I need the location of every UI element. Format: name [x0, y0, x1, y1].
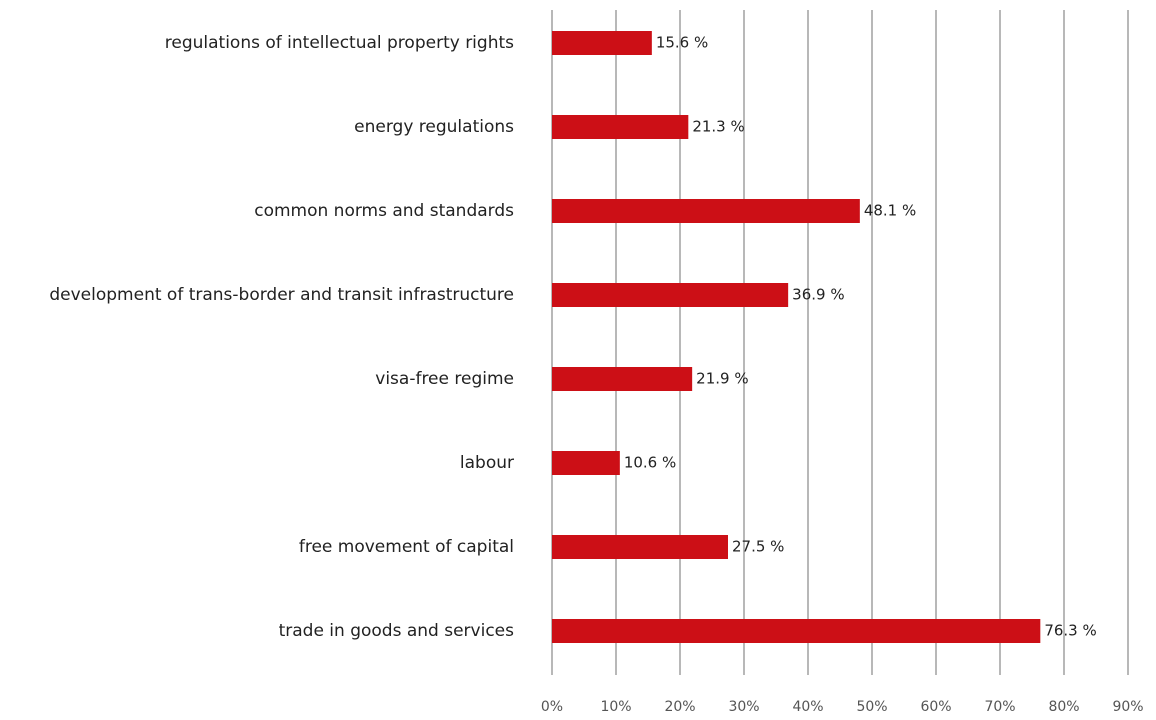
x-tick-label: 10% — [600, 699, 631, 715]
value-label: 76.3 % — [1044, 622, 1096, 640]
x-tick-label: 80% — [1048, 699, 1079, 715]
value-label: 36.9 % — [792, 286, 844, 304]
value-label: 27.5 % — [732, 538, 784, 556]
x-tick-label: 60% — [920, 699, 951, 715]
category-label: labour — [460, 453, 514, 473]
x-tick-label: 30% — [728, 699, 759, 715]
category-label: regulations of intellectual property rig… — [165, 33, 514, 53]
x-tick-label: 70% — [984, 699, 1015, 715]
x-tick-label: 20% — [664, 699, 695, 715]
value-label: 21.3 % — [692, 118, 744, 136]
category-label: free movement of capital — [299, 537, 514, 557]
category-label: trade in goods and services — [279, 621, 515, 641]
value-label: 15.6 % — [656, 34, 708, 52]
category-label: common norms and standards — [254, 201, 514, 221]
x-tick-label: 50% — [856, 699, 887, 715]
value-label: 10.6 % — [624, 454, 676, 472]
bar — [552, 451, 620, 475]
category-label: energy regulations — [354, 117, 514, 137]
bar — [552, 283, 789, 307]
bar — [552, 115, 689, 139]
bar — [552, 535, 728, 559]
x-tick-label: 0% — [541, 699, 563, 715]
category-label: visa-free regime — [375, 369, 514, 389]
category-label: development of trans-border and transit … — [49, 285, 514, 305]
bar — [552, 367, 693, 391]
x-tick-label: 40% — [792, 699, 823, 715]
bar — [552, 199, 860, 223]
value-label: 48.1 % — [864, 202, 916, 220]
bar — [552, 31, 652, 55]
x-tick-label: 90% — [1112, 699, 1143, 715]
value-label: 21.9 % — [696, 370, 748, 388]
bar — [552, 619, 1041, 643]
